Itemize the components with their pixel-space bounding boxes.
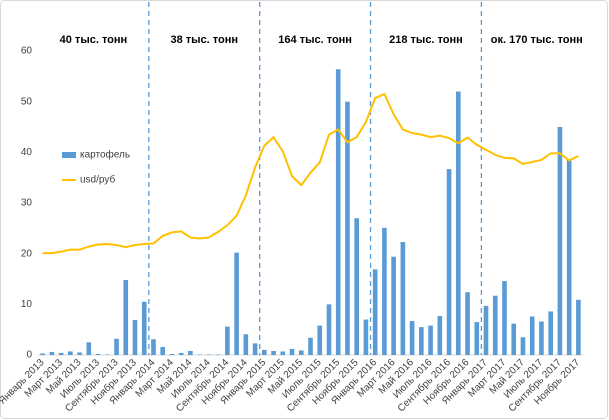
bar bbox=[548, 311, 553, 355]
bar bbox=[308, 337, 313, 355]
bar bbox=[271, 350, 276, 355]
bar bbox=[298, 350, 304, 355]
y-tick-label: 10 bbox=[21, 299, 33, 310]
bar bbox=[372, 269, 378, 355]
annotation: 38 тыс. тонн bbox=[170, 34, 238, 46]
bar bbox=[502, 281, 507, 355]
y-tick-label: 30 bbox=[21, 198, 33, 209]
bar bbox=[539, 321, 544, 355]
bar bbox=[123, 280, 129, 355]
bar bbox=[428, 325, 433, 355]
bar bbox=[68, 351, 73, 355]
bar bbox=[400, 242, 406, 355]
bar bbox=[492, 295, 498, 355]
bar bbox=[326, 304, 332, 355]
bar bbox=[160, 346, 166, 355]
bar bbox=[446, 169, 452, 355]
bar bbox=[317, 325, 323, 355]
bar bbox=[243, 334, 249, 355]
bar bbox=[557, 127, 563, 355]
bar bbox=[382, 227, 387, 355]
bar bbox=[58, 352, 64, 355]
bar bbox=[437, 315, 443, 355]
bar bbox=[419, 327, 424, 355]
bar bbox=[40, 353, 45, 355]
bar bbox=[206, 354, 212, 355]
y-tick-label: 20 bbox=[21, 248, 33, 259]
bar bbox=[234, 252, 239, 355]
annotation: 218 тыс. тонн bbox=[389, 34, 463, 46]
bar bbox=[252, 343, 258, 355]
bar bbox=[474, 322, 480, 355]
bar bbox=[520, 337, 526, 355]
bar bbox=[345, 101, 350, 356]
y-tick-label: 50 bbox=[21, 96, 33, 107]
bar bbox=[289, 348, 295, 355]
annotation: ок. 170 тыс. тонн bbox=[491, 34, 583, 46]
bar bbox=[511, 323, 517, 355]
bar bbox=[566, 159, 572, 355]
bar bbox=[77, 352, 82, 355]
line bbox=[42, 92, 579, 255]
bar bbox=[529, 316, 535, 355]
bar bbox=[280, 351, 286, 355]
bar bbox=[114, 338, 119, 355]
bar bbox=[455, 91, 461, 356]
bar bbox=[132, 320, 138, 355]
annotation: 40 тыс. тонн bbox=[60, 34, 128, 46]
bar bbox=[483, 305, 489, 355]
bar bbox=[363, 319, 369, 355]
bar bbox=[95, 353, 101, 355]
bar bbox=[188, 350, 193, 355]
bar bbox=[197, 354, 202, 355]
legend-label: usd/руб bbox=[80, 174, 115, 186]
bar bbox=[49, 351, 55, 355]
bar bbox=[262, 349, 267, 355]
legend-label: картофель bbox=[80, 149, 130, 161]
bar bbox=[215, 354, 221, 355]
bar bbox=[141, 301, 147, 355]
bar bbox=[576, 299, 581, 355]
bar bbox=[225, 326, 230, 355]
bar bbox=[178, 352, 184, 355]
bar bbox=[151, 339, 156, 355]
bar bbox=[354, 218, 359, 355]
bar bbox=[104, 354, 110, 355]
bar bbox=[86, 342, 92, 355]
bar bbox=[391, 256, 396, 355]
bar bbox=[169, 353, 175, 355]
annotation: 164 тыс. тонн bbox=[278, 34, 352, 46]
legend-swatch bbox=[62, 152, 76, 158]
y-tick-label: 0 bbox=[26, 350, 32, 361]
y-tick-label: 40 bbox=[21, 147, 33, 158]
bar bbox=[335, 69, 341, 356]
bar bbox=[409, 321, 415, 355]
bar bbox=[465, 292, 470, 355]
y-tick-label: 60 bbox=[21, 46, 33, 57]
